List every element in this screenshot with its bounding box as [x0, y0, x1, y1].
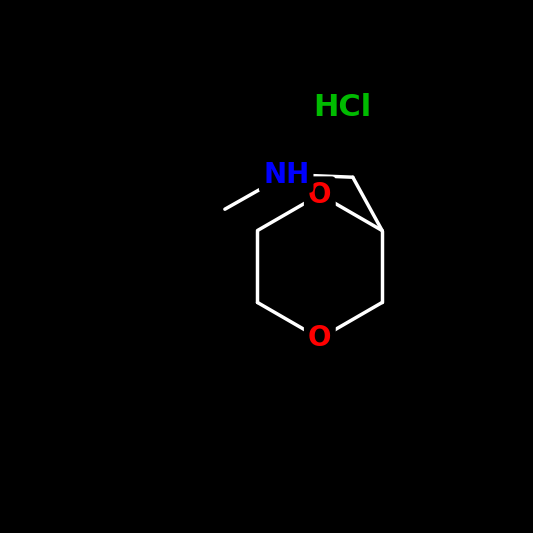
Text: O: O	[308, 181, 332, 208]
Text: O: O	[308, 325, 332, 352]
Text: HCl: HCl	[313, 93, 372, 123]
Text: NH: NH	[263, 160, 309, 189]
